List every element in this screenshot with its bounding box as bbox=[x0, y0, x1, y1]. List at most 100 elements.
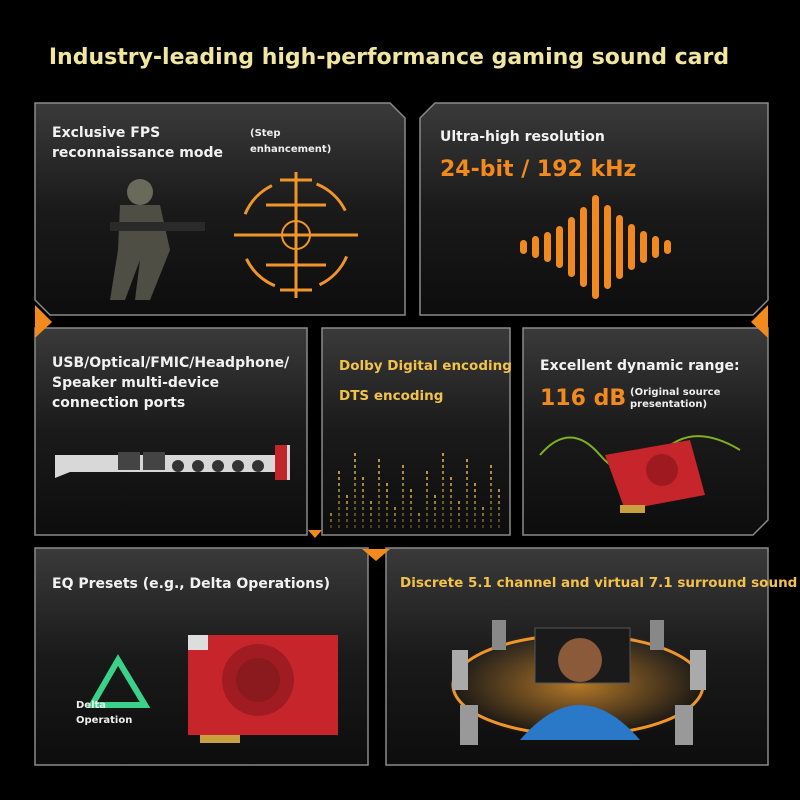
decoration bbox=[474, 495, 476, 498]
decoration bbox=[354, 495, 356, 498]
decoration bbox=[354, 459, 356, 462]
panel-heading: Speaker multi-device bbox=[52, 375, 219, 391]
panel-heading: Ultra-high resolution bbox=[440, 129, 605, 145]
decoration bbox=[362, 519, 364, 522]
decoration bbox=[490, 477, 492, 480]
decoration bbox=[434, 519, 436, 522]
decoration bbox=[450, 525, 452, 528]
decoration bbox=[652, 236, 659, 258]
decoration bbox=[474, 513, 476, 516]
decoration bbox=[474, 489, 476, 492]
decoration bbox=[354, 501, 356, 504]
decoration bbox=[640, 231, 647, 263]
decoration bbox=[362, 507, 364, 510]
decoration bbox=[378, 471, 380, 474]
decoration bbox=[386, 489, 388, 492]
decoration bbox=[434, 513, 436, 516]
decoration bbox=[458, 513, 460, 516]
decoration bbox=[544, 232, 551, 262]
decoration bbox=[330, 513, 332, 516]
decoration bbox=[402, 465, 404, 468]
decoration bbox=[394, 513, 396, 516]
decoration bbox=[466, 525, 468, 528]
decoration bbox=[490, 519, 492, 522]
sound-card-large bbox=[188, 635, 338, 743]
decoration bbox=[434, 507, 436, 510]
decoration bbox=[402, 471, 404, 474]
decoration bbox=[386, 513, 388, 516]
decoration bbox=[378, 489, 380, 492]
decoration bbox=[386, 507, 388, 510]
decoration bbox=[378, 525, 380, 528]
panel-note: (Step bbox=[250, 128, 281, 139]
decoration bbox=[466, 459, 468, 462]
decoration bbox=[378, 501, 380, 504]
decoration bbox=[354, 465, 356, 468]
panel-highlight: 24-bit / 192 kHz bbox=[440, 157, 636, 182]
decoration bbox=[338, 471, 340, 474]
decoration bbox=[450, 495, 452, 498]
decoration bbox=[664, 240, 671, 254]
decoration bbox=[378, 459, 380, 462]
decoration bbox=[490, 489, 492, 492]
decoration bbox=[474, 501, 476, 504]
decoration bbox=[498, 519, 500, 522]
panel-heading: reconnaissance mode bbox=[52, 145, 223, 161]
panel-heading: Dolby Digital encoding bbox=[339, 358, 512, 374]
decoration bbox=[442, 525, 444, 528]
decoration bbox=[458, 525, 460, 528]
decoration bbox=[466, 507, 468, 510]
decoration bbox=[490, 465, 492, 468]
equalizer-dots bbox=[330, 453, 500, 528]
decoration bbox=[370, 525, 372, 528]
decoration bbox=[362, 525, 364, 528]
decoration bbox=[346, 501, 348, 504]
decoration bbox=[338, 477, 340, 480]
panel-heading: Exclusive FPS bbox=[52, 125, 160, 141]
decoration bbox=[410, 519, 412, 522]
decoration bbox=[442, 459, 444, 462]
decoration bbox=[402, 501, 404, 504]
decoration bbox=[402, 483, 404, 486]
decoration bbox=[386, 501, 388, 504]
decoration bbox=[442, 507, 444, 510]
decoration bbox=[442, 477, 444, 480]
decoration bbox=[442, 501, 444, 504]
decoration bbox=[426, 525, 428, 528]
decoration bbox=[498, 495, 500, 498]
panel-highlight: 116 dB bbox=[540, 386, 626, 411]
decoration bbox=[490, 501, 492, 504]
decoration bbox=[402, 519, 404, 522]
decoration bbox=[378, 477, 380, 480]
decoration bbox=[490, 513, 492, 516]
decoration bbox=[338, 519, 340, 522]
crosshair bbox=[234, 172, 358, 298]
decoration bbox=[410, 489, 412, 492]
decoration bbox=[362, 495, 364, 498]
decoration bbox=[458, 501, 460, 504]
decoration bbox=[450, 477, 452, 480]
panel-heading: connection ports bbox=[52, 395, 185, 411]
decoration bbox=[386, 483, 388, 486]
decoration bbox=[458, 519, 460, 522]
decoration bbox=[338, 513, 340, 516]
decoration bbox=[370, 507, 372, 510]
decoration bbox=[354, 507, 356, 510]
decoration bbox=[426, 483, 428, 486]
decoration bbox=[482, 507, 484, 510]
decoration bbox=[362, 477, 364, 480]
decoration bbox=[434, 525, 436, 528]
decoration bbox=[442, 471, 444, 474]
decoration bbox=[434, 501, 436, 504]
decoration bbox=[402, 525, 404, 528]
decoration bbox=[450, 513, 452, 516]
badge-label: Operation bbox=[76, 715, 132, 726]
decoration bbox=[498, 489, 500, 492]
decoration bbox=[442, 513, 444, 516]
decoration bbox=[354, 525, 356, 528]
decoration bbox=[386, 519, 388, 522]
decoration bbox=[402, 507, 404, 510]
decoration bbox=[466, 465, 468, 468]
decoration bbox=[362, 513, 364, 516]
